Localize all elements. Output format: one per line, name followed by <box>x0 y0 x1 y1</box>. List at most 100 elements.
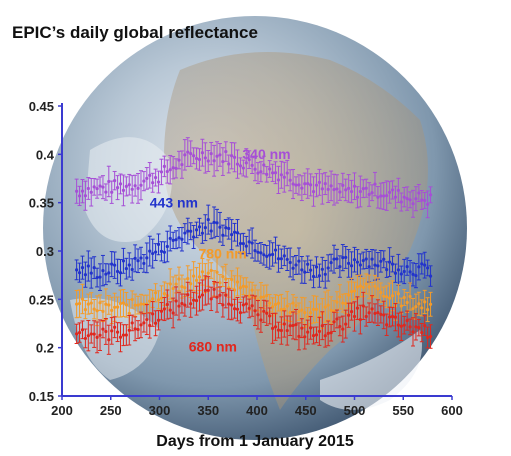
data-point <box>221 275 225 279</box>
data-point <box>411 307 415 311</box>
data-point <box>98 184 102 188</box>
data-point <box>104 272 108 276</box>
data-point <box>259 251 263 255</box>
data-point <box>183 231 187 235</box>
data-point <box>256 250 260 254</box>
data-point <box>162 292 166 296</box>
data-point <box>110 329 114 333</box>
data-point <box>101 269 105 273</box>
data-point <box>227 302 231 306</box>
data-point <box>317 274 321 278</box>
data-point <box>361 304 365 308</box>
data-point <box>113 263 117 267</box>
data-point <box>154 291 158 295</box>
data-point <box>262 309 266 313</box>
data-point <box>186 276 190 281</box>
data-point <box>142 321 146 325</box>
data-point <box>194 156 199 161</box>
data-point <box>154 321 158 325</box>
data-point <box>306 262 310 266</box>
y-tick-label: 0.4 <box>36 147 55 162</box>
data-point <box>370 257 374 261</box>
data-point <box>390 315 395 319</box>
data-point <box>268 314 272 318</box>
data-point <box>376 264 380 268</box>
data-point <box>180 284 184 289</box>
data-point <box>317 329 321 333</box>
data-point <box>335 187 339 191</box>
data-point <box>221 303 225 307</box>
data-point <box>414 325 418 329</box>
data-point <box>130 321 134 325</box>
y-tick-label: 0.45 <box>29 99 54 114</box>
data-point <box>373 284 377 288</box>
data-point <box>139 183 143 187</box>
data-point <box>148 173 152 177</box>
data-point <box>253 249 257 253</box>
series-780-nm <box>74 256 433 332</box>
data-point <box>423 263 427 267</box>
data-point <box>238 311 243 315</box>
data-point <box>376 311 380 315</box>
data-point <box>224 277 228 281</box>
data-point <box>200 231 204 235</box>
data-point <box>408 294 412 299</box>
data-point <box>206 288 210 292</box>
data-point <box>344 188 348 192</box>
data-point <box>156 242 161 246</box>
data-point <box>127 183 131 187</box>
data-point <box>426 308 430 312</box>
data-point <box>291 266 295 270</box>
data-point <box>405 300 409 305</box>
data-point <box>232 230 237 234</box>
data-point <box>300 326 304 330</box>
data-point <box>118 182 123 186</box>
data-point <box>168 168 172 172</box>
data-point <box>118 301 123 306</box>
data-point <box>288 324 292 328</box>
y-tick-label: 0.35 <box>29 196 54 211</box>
data-point <box>142 179 146 183</box>
data-point <box>323 305 327 309</box>
data-point <box>379 194 383 198</box>
data-point <box>355 195 360 199</box>
data-point <box>314 265 319 269</box>
data-point <box>101 185 105 189</box>
data-point <box>168 236 172 241</box>
data-point <box>408 198 412 202</box>
series-443-nm <box>74 204 433 291</box>
data-point <box>393 315 398 319</box>
x-tick-label: 550 <box>392 403 414 418</box>
data-point <box>344 322 348 326</box>
x-tick-label: 450 <box>295 403 317 418</box>
data-point <box>297 310 301 314</box>
data-point <box>408 270 412 274</box>
data-point <box>382 313 386 317</box>
data-point <box>209 268 213 273</box>
data-point <box>139 323 143 327</box>
data-point <box>142 261 146 266</box>
data-point <box>320 267 324 271</box>
data-point <box>110 308 114 312</box>
data-point <box>133 256 137 260</box>
data-point <box>92 307 96 311</box>
data-point <box>349 189 354 194</box>
data-point <box>417 326 421 330</box>
data-point <box>347 293 351 297</box>
data-point <box>414 197 418 201</box>
data-point <box>405 196 409 201</box>
data-point <box>265 311 269 315</box>
data-point <box>358 263 362 267</box>
data-point <box>358 317 362 322</box>
data-point <box>224 149 228 154</box>
data-point <box>309 311 313 315</box>
data-point <box>323 334 327 338</box>
data-point <box>402 269 406 274</box>
data-point <box>227 162 231 166</box>
data-point <box>221 233 225 237</box>
data-point <box>241 303 245 307</box>
data-point <box>192 274 196 278</box>
data-point <box>370 307 374 311</box>
data-point <box>89 332 93 336</box>
